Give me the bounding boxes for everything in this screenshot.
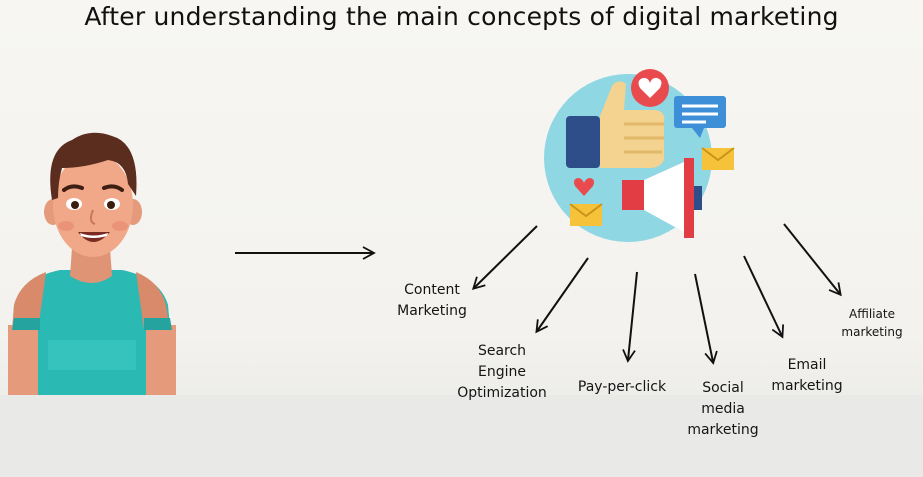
arrow-social-media xyxy=(694,273,718,365)
arrow-seo xyxy=(535,257,589,334)
arrow-email xyxy=(743,255,785,339)
arrow-affiliate xyxy=(783,223,842,297)
person-illustration xyxy=(8,132,176,395)
concept-ppc: Pay-per-click xyxy=(577,379,667,395)
concept-seo: Search Engine Optimization xyxy=(457,343,547,401)
concept-content-marketing: Content Marketing xyxy=(397,282,467,319)
concept-social-media: Social media marketing xyxy=(687,380,759,438)
slide-title: After understanding the main concepts of… xyxy=(84,2,839,31)
concept-arrows xyxy=(471,223,842,365)
concept-email: Email marketing xyxy=(771,357,843,394)
marketing-hub-icon xyxy=(544,69,735,242)
arrow-ppc xyxy=(622,271,638,363)
concept-affiliate: Affiliate marketing xyxy=(841,307,903,339)
arrow-content-marketing xyxy=(471,225,538,291)
bottom-band xyxy=(0,395,923,477)
